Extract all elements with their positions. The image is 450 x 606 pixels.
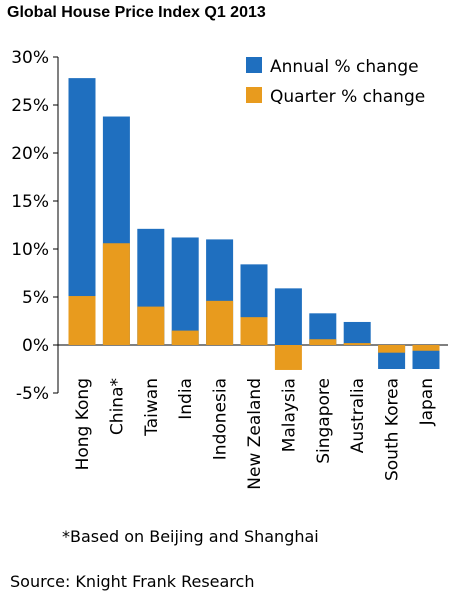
bar-quarter [274, 345, 302, 370]
chart-title: Global House Price Index Q1 2013 [7, 4, 266, 21]
x-category-label: Indonesia [211, 378, 231, 460]
legend-swatch-quarter [246, 87, 262, 103]
x-category-label: Taiwan [142, 378, 162, 437]
y-tick-label: 20% [11, 144, 49, 164]
y-tick-label: 0% [22, 336, 49, 356]
bar-quarter [206, 300, 234, 345]
source-note: Source: Knight Frank Research [10, 572, 255, 591]
footnote: *Based on Beijing and Shanghai [62, 527, 319, 546]
x-category-label: Singapore [314, 378, 334, 464]
x-category-label: South Korea [383, 378, 403, 481]
x-category-label: New Zealand [245, 378, 265, 490]
bar-quarter [102, 243, 130, 345]
x-category-label: India [176, 378, 196, 420]
legend-label-quarter: Quarter % change [270, 87, 425, 107]
legend-swatch-annual [246, 57, 262, 73]
bar-quarter [378, 345, 406, 353]
bar-quarter [309, 339, 337, 345]
bar-quarter [240, 317, 268, 345]
x-category-label: Japan [417, 378, 437, 426]
x-category-label: Australia [348, 378, 368, 453]
bar-annual [171, 237, 199, 345]
legend-label-annual: Annual % change [270, 57, 419, 77]
bar-annual [274, 288, 302, 345]
bar-quarter [412, 345, 440, 351]
y-tick-label: 15% [11, 192, 49, 212]
x-category-label: Malaysia [279, 378, 299, 452]
bar-annual [343, 321, 371, 345]
y-tick-label: 25% [11, 96, 49, 116]
y-tick-label: -5% [16, 384, 49, 404]
bar-quarter [343, 343, 371, 345]
x-category-label: Hong Kong [73, 378, 93, 470]
bar-quarter [137, 306, 165, 345]
y-tick-label: 10% [11, 240, 49, 260]
bar-quarter [171, 330, 199, 345]
bar-quarter [68, 296, 96, 345]
y-tick-label: 30% [11, 48, 49, 68]
x-category-label: China* [107, 378, 127, 435]
y-tick-label: 5% [22, 288, 49, 308]
